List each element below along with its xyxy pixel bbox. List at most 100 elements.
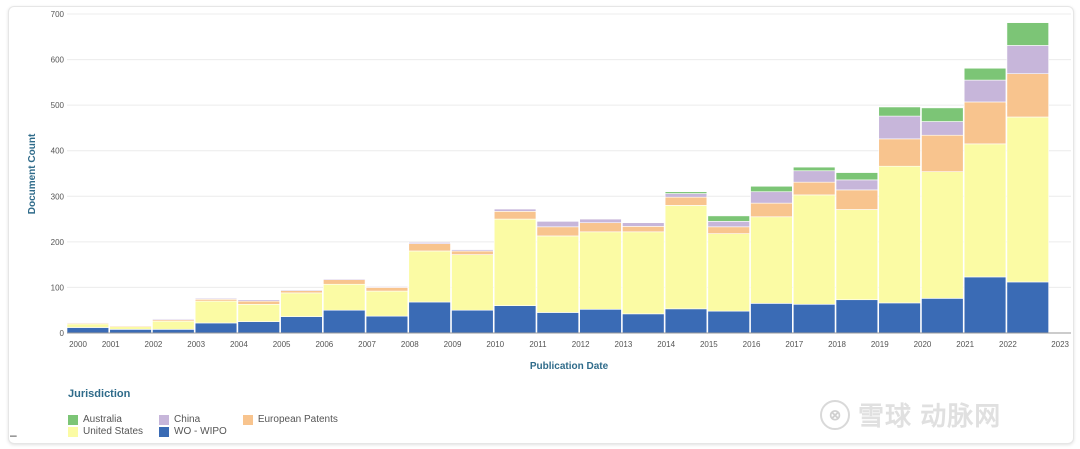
bar-segment-united-states[interactable] [1006,116,1049,283]
bar-segment-united-states[interactable] [237,303,280,322]
bar-segment-european-patents[interactable] [323,279,366,285]
bar-segment-australia[interactable] [664,191,708,194]
bar-segment-united-states[interactable] [878,165,921,304]
bar-segment-wo-wipo[interactable] [622,313,665,334]
bar-segment-china[interactable] [622,222,665,227]
bar-segment-china[interactable] [707,221,750,228]
bar-segment-china[interactable] [194,298,238,300]
bar-segment-united-states[interactable] [493,218,537,306]
bar-segment-united-states[interactable] [579,231,622,310]
bar-segment-european-patents[interactable] [963,101,1007,145]
bar-segment-china[interactable] [237,299,280,302]
bar-segment-china[interactable] [750,191,793,204]
bar-segment-european-patents[interactable] [921,134,964,172]
bar-segment-united-states[interactable] [750,216,793,304]
bar-segment-european-patents[interactable] [365,287,409,292]
bar-segment-wo-wipo[interactable] [451,309,494,334]
bar-segment-china[interactable] [408,242,451,244]
bar-segment-european-patents[interactable] [707,226,750,234]
bar-segment-wo-wipo[interactable] [408,301,451,334]
bar-segment-australia[interactable] [878,106,921,117]
bar-segment-china[interactable] [323,278,366,280]
bar-segment-china[interactable] [579,218,622,224]
bar-segment-china[interactable] [365,286,409,288]
bar-segment-wo-wipo[interactable] [493,305,537,334]
bar-segment-australia[interactable] [1006,22,1049,46]
bar-segment-wo-wipo[interactable] [664,308,708,334]
bar-segment-wo-wipo[interactable] [750,303,793,334]
bar-segment-china[interactable] [878,115,921,140]
bar-segment-wo-wipo[interactable] [109,329,152,334]
bar-segment-china[interactable] [835,179,879,191]
bar-segment-european-patents[interactable] [792,181,836,196]
bar-segment-united-states[interactable] [792,194,836,305]
bar-segment-wo-wipo[interactable] [194,322,238,334]
bar-segment-australia[interactable] [792,166,836,172]
bar-segment-wo-wipo[interactable] [365,315,409,334]
bar-segment-australia[interactable] [707,215,750,222]
bar-segment-united-states[interactable] [536,235,579,313]
bar-segment-united-states[interactable] [963,143,1007,278]
bar-segment-european-patents[interactable] [280,290,323,294]
bar-segment-european-patents[interactable] [493,211,537,220]
bar-segment-wo-wipo[interactable] [280,316,323,334]
bar-segment-european-patents[interactable] [622,226,665,233]
bar-segment-united-states[interactable] [152,320,195,330]
bar-segment-australia[interactable] [750,185,793,193]
bar-segment-wo-wipo[interactable] [152,329,195,334]
bar-segment-united-states[interactable] [451,254,494,311]
legend-item-china[interactable]: China [159,414,227,425]
legend-item-european-patents[interactable]: European Patents [242,414,338,425]
bar-segment-wo-wipo[interactable] [1006,281,1049,334]
bar-segment-china[interactable] [792,170,836,183]
bar-segment-wo-wipo[interactable] [792,303,836,334]
bar-segment-china[interactable] [963,79,1007,103]
bar-segment-united-states[interactable] [194,300,238,324]
bar-segment-united-states[interactable] [408,250,451,303]
bar-segment-european-patents[interactable] [66,322,110,325]
bar-segment-wo-wipo[interactable] [707,310,750,334]
bar-segment-china[interactable] [280,289,323,291]
bar-segment-european-patents[interactable] [451,250,494,255]
bar-segment-wo-wipo[interactable] [963,276,1007,334]
bar-segment-china[interactable] [921,121,964,136]
bar-segment-united-states[interactable] [707,233,750,312]
bar-segment-china[interactable] [1006,45,1049,74]
bar-segment-united-states[interactable] [921,171,964,299]
bar-segment-wo-wipo[interactable] [878,302,921,334]
legend-item-australia[interactable]: Australia [68,414,143,425]
bar-segment-australia[interactable] [835,172,879,181]
bar-segment-united-states[interactable] [280,292,323,317]
bar-segment-european-patents[interactable] [579,222,622,233]
bar-segment-european-patents[interactable] [664,196,708,206]
legend-item-united-states[interactable]: United States [68,426,143,437]
bar-segment-united-states[interactable] [622,231,665,315]
bar-segment-united-states[interactable] [365,290,409,317]
bar-segment-china[interactable] [536,221,579,228]
bar-segment-european-patents[interactable] [878,138,921,167]
bar-segment-wo-wipo[interactable] [536,312,579,334]
bar-segment-wo-wipo[interactable] [237,321,280,334]
bar-segment-wo-wipo[interactable] [921,298,964,334]
bar-segment-european-patents[interactable] [750,202,793,218]
bar-segment-united-states[interactable] [835,209,879,301]
bar-segment-china[interactable] [493,208,537,212]
bar-segment-australia[interactable] [963,67,1007,81]
bar-segment-european-patents[interactable] [536,226,579,237]
bar-segment-china[interactable] [451,249,494,252]
bar-segment-australia[interactable] [921,107,964,122]
bar-segment-china[interactable] [152,318,195,321]
bar-segment-wo-wipo[interactable] [323,309,366,334]
bar-segment-european-patents[interactable] [237,300,280,305]
bar-segment-european-patents[interactable] [408,243,451,252]
bar-segment-wo-wipo[interactable] [835,299,879,334]
bar-segment-china[interactable] [664,193,708,198]
legend-item-wo-wipo[interactable]: WO - WIPO [159,426,227,437]
bar-segment-european-patents[interactable] [835,189,879,210]
bar-segment-united-states[interactable] [664,205,708,310]
bar-segment-european-patents[interactable] [1006,73,1049,118]
bar-segment-wo-wipo[interactable] [66,327,110,334]
bar-segment-united-states[interactable] [109,326,152,330]
bar-segment-european-patents[interactable] [109,325,152,327]
bar-segment-united-states[interactable] [323,283,366,311]
